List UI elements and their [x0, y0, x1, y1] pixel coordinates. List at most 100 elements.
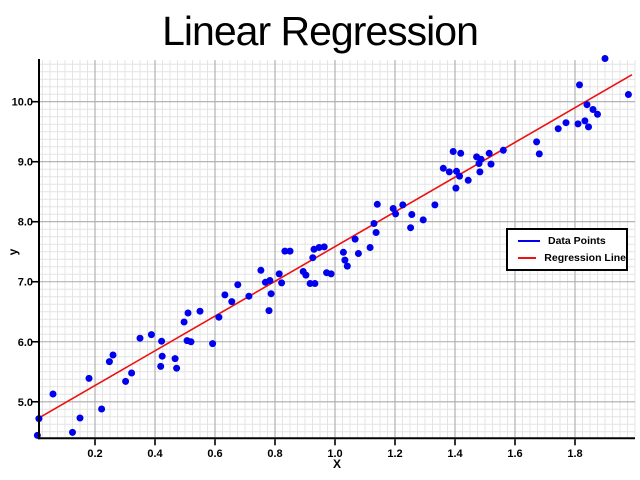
data-point [128, 369, 136, 377]
x-axis-label: X [333, 457, 341, 471]
data-point [245, 292, 253, 300]
data-point [585, 123, 592, 131]
data-point [257, 266, 265, 274]
x-tick-label: 0.4 [147, 448, 163, 460]
data-point [343, 262, 351, 270]
data-point [535, 150, 543, 158]
data-point [419, 216, 427, 224]
regression-line-path [38, 74, 633, 419]
data-point [594, 110, 601, 118]
data-point [370, 220, 378, 227]
data-point [476, 168, 484, 176]
data-point [184, 309, 192, 317]
legend-line-sample-red [518, 257, 537, 259]
data-point [477, 155, 485, 163]
data-point [399, 201, 407, 209]
data-points [33, 55, 632, 439]
axis-spines [38, 59, 635, 440]
data-point [351, 235, 359, 243]
data-point [267, 290, 275, 298]
data-point [281, 247, 289, 255]
data-point [306, 280, 314, 287]
data-point [69, 428, 76, 436]
data-point [209, 340, 217, 348]
data-point [407, 224, 415, 232]
data-point [278, 279, 286, 287]
data-point [339, 248, 347, 256]
x-tick-label: 1.2 [387, 448, 402, 460]
y-tick-label: 7.0 [18, 277, 33, 289]
data-point [315, 244, 323, 251]
data-point [456, 172, 463, 180]
data-point [373, 200, 381, 208]
data-point [234, 281, 242, 289]
data-point [533, 138, 541, 146]
data-point [366, 244, 374, 251]
data-point [265, 307, 273, 315]
data-point [157, 362, 165, 370]
data-point [327, 270, 335, 278]
data-point [215, 313, 223, 321]
data-point [487, 160, 495, 168]
data-point [275, 270, 283, 278]
x-tick-label: 0.6 [207, 448, 222, 460]
data-point [302, 271, 310, 279]
data-point [431, 201, 439, 209]
data-point [286, 247, 294, 255]
data-point [445, 168, 453, 176]
legend-label-regression-line: Regression Line [544, 252, 626, 264]
legend-entry-regression-line[interactable]: Regression Line [508, 252, 626, 264]
axis-ticks-and-labels: 0.2 0.4 0.6 0.8 1.0 1.2 1.4 1.6 1.8 5.0 6.0 7.0 8.0 9… [6, 97, 583, 471]
data-point [624, 91, 632, 98]
data-point [122, 377, 130, 385]
data-point [158, 337, 166, 345]
data-point [76, 414, 84, 422]
data-point [171, 355, 179, 363]
data-point [583, 101, 591, 109]
data-point [354, 250, 362, 257]
data-point [589, 106, 597, 113]
data-point [320, 243, 328, 251]
y-axis-label: y [6, 248, 20, 255]
data-point [452, 184, 460, 192]
data-point [221, 291, 229, 299]
data-point [499, 146, 507, 154]
data-point [562, 119, 570, 127]
data-point [311, 280, 319, 287]
data-point [147, 331, 155, 339]
data-point [485, 149, 493, 157]
legend-entry-data-points[interactable]: Data Points [508, 235, 626, 247]
data-point [98, 405, 106, 413]
data-point [389, 205, 397, 212]
data-point [581, 117, 589, 125]
data-point [136, 334, 144, 342]
legend[interactable]: Data Points Regression Line [506, 228, 628, 271]
y-tick-label: 8.0 [18, 217, 33, 229]
data-point [439, 164, 447, 172]
grid-major [40, 60, 635, 438]
x-tick-label: 1.8 [567, 448, 582, 460]
data-point [372, 229, 380, 236]
y-tick-label: 9.0 [18, 157, 33, 169]
legend-label-data-points: Data Points [548, 235, 606, 247]
data-point [266, 277, 274, 284]
data-point [109, 351, 117, 359]
data-point [85, 374, 93, 382]
data-point [309, 254, 317, 262]
data-point [180, 318, 188, 326]
data-point [457, 149, 465, 157]
data-point [187, 338, 195, 346]
x-tick-label: 1.4 [447, 448, 463, 460]
legend-line-sample-blue [518, 240, 540, 242]
regression-line [38, 74, 633, 419]
x-tick-label: 1.6 [507, 448, 522, 460]
data-point [341, 256, 349, 264]
data-point [576, 81, 583, 89]
data-point [392, 210, 400, 218]
data-point [228, 298, 236, 306]
data-point [49, 390, 57, 398]
data-point [449, 148, 457, 155]
x-tick-label: 0.2 [87, 448, 102, 460]
data-point [554, 125, 562, 133]
